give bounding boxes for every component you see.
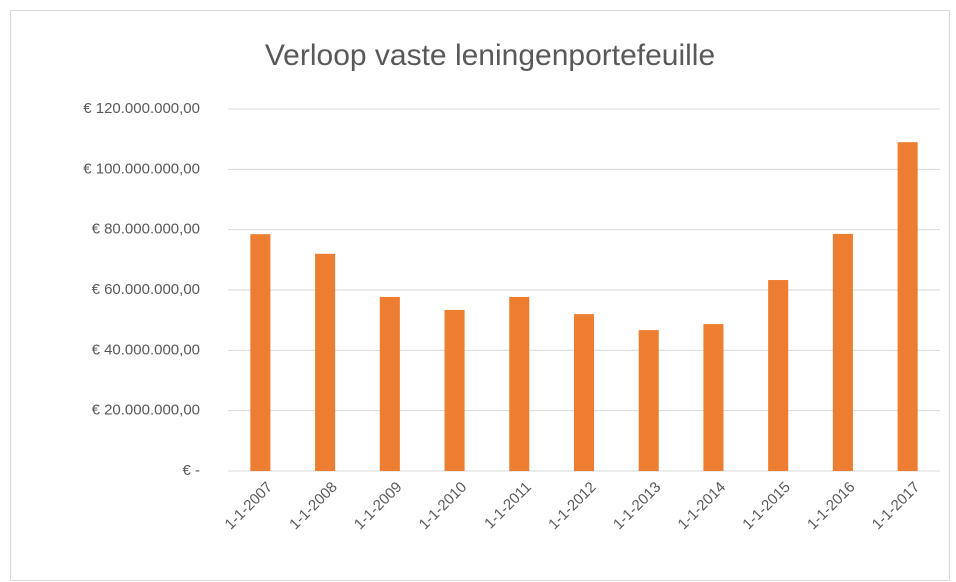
bar [832, 233, 853, 471]
bar [509, 296, 530, 471]
bar [250, 234, 271, 471]
bar [768, 280, 789, 471]
y-tick-label: € 40.000.000,00 [92, 341, 200, 358]
y-tick-label: € 60.000.000,00 [92, 281, 200, 298]
bar [638, 330, 659, 471]
chart-border [10, 10, 950, 581]
y-tick-label: € 20.000.000,00 [92, 402, 200, 419]
y-tick-label: € 120.000.000,00 [83, 100, 200, 117]
bar [379, 296, 400, 471]
bar [444, 309, 465, 471]
chart-title: Verloop vaste leningenportefeuille [265, 39, 715, 72]
bar [897, 142, 918, 471]
bar [703, 324, 724, 471]
y-tick-label: € 100.000.000,00 [83, 160, 200, 177]
bar [315, 253, 336, 471]
y-tick-label: € - [182, 462, 200, 479]
bar [573, 314, 595, 471]
y-tick-label: € 80.000.000,00 [92, 221, 200, 238]
